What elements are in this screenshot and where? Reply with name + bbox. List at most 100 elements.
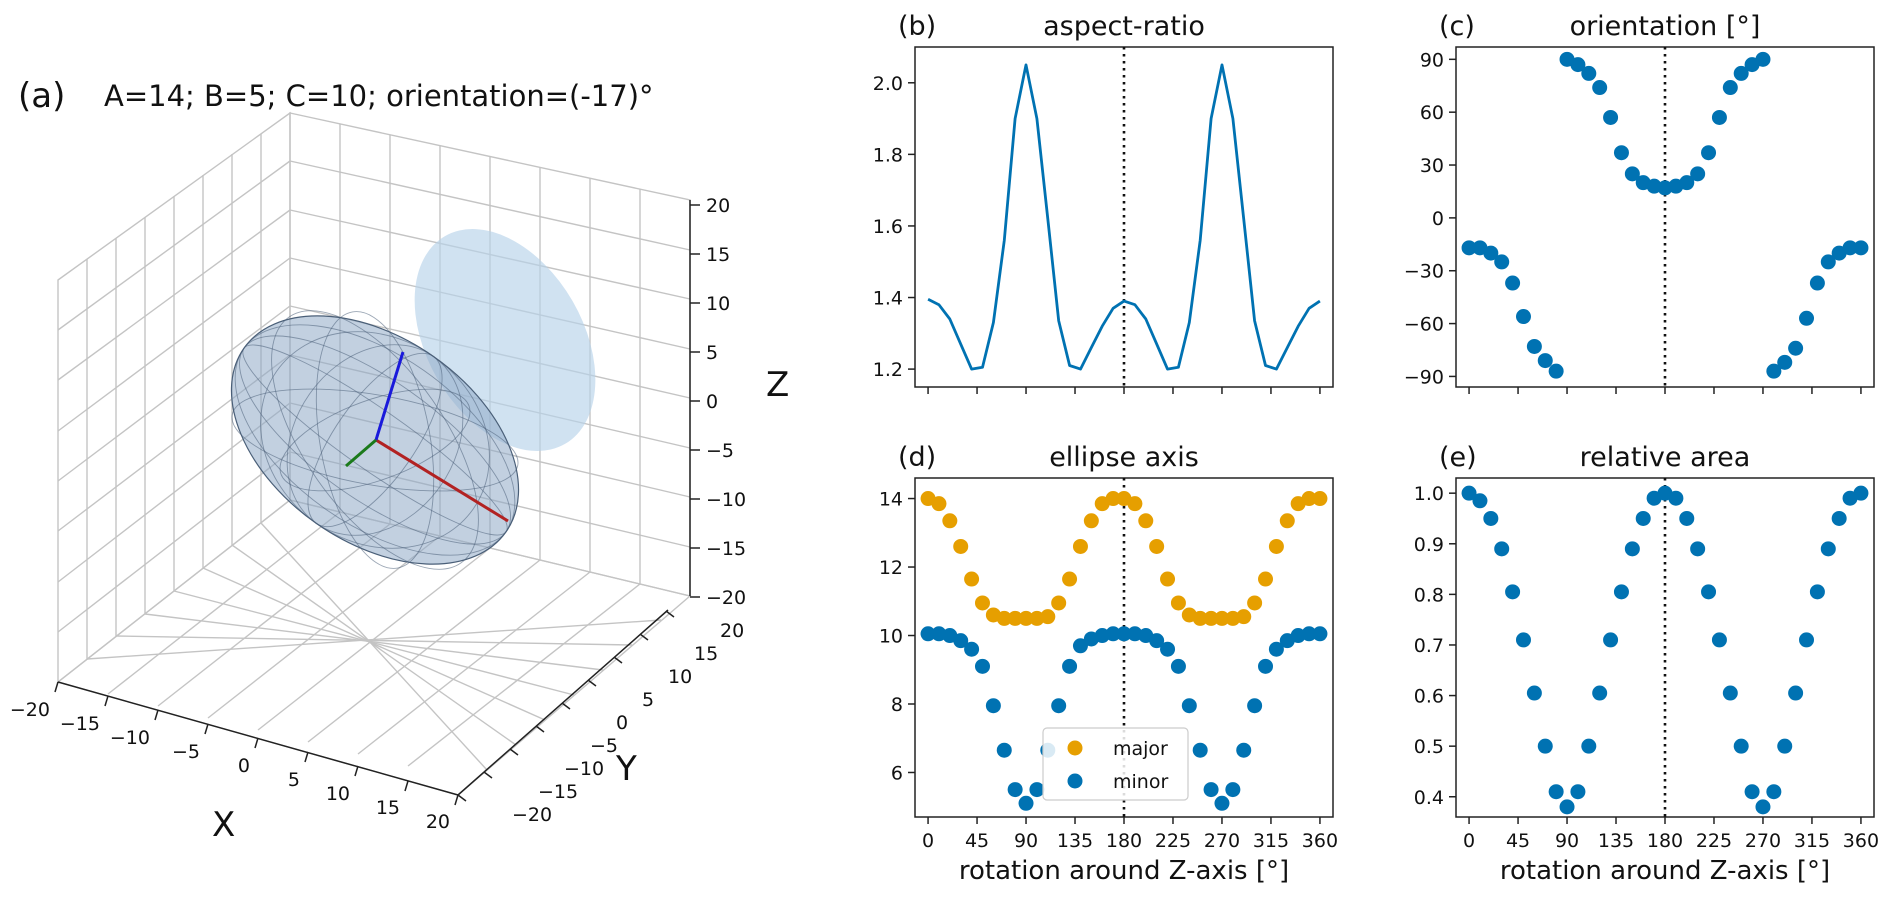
point-major [1138,513,1154,529]
x-axis-label: X [212,805,235,845]
panel-title: orientation [°] [1570,11,1761,42]
point-minor [974,658,990,674]
data-point [1515,309,1531,325]
y-tick-label: −10 [564,758,604,780]
panel-a-x-ticks: −20 −15 −10 −5 0 5 10 15 20 [10,699,450,833]
x-tick-label: 180 [1106,830,1142,852]
x-tick-label: 135 [1598,830,1634,852]
data-point [1853,240,1869,256]
data-point [1711,632,1727,648]
point-major [1214,610,1230,626]
y-tick-label: 0.8 [1414,584,1444,606]
data-point [1581,65,1597,81]
data-point [1526,338,1542,354]
z-axis-label: Z [766,365,789,405]
data-point [1461,240,1477,256]
point-major [974,595,990,611]
point-major [996,610,1012,626]
data-point [1570,57,1586,73]
x-tick-label: −5 [172,741,200,763]
z-tick-label: −5 [706,440,734,462]
data-point [1788,340,1804,356]
y-tick-label: 0.7 [1414,635,1444,657]
panel-b: (b) aspect-ratio 1.2 1.4 1.6 1.8 2.0 [873,11,1334,394]
point-minor [1116,626,1132,642]
point-major [1170,595,1186,611]
data-point [1788,685,1804,701]
point-major [1083,513,1099,529]
point-minor [1170,658,1186,674]
point-major [1236,609,1252,625]
x-tick-label: 90 [1555,830,1579,852]
panel-a-title: A=14; B=5; C=10; orientation=(-17)° [104,79,654,113]
legend: major minor [1042,727,1189,801]
z-tick-label: 15 [706,244,730,266]
data-point [1505,584,1521,600]
point-major [953,538,969,554]
y-tick-label: −30 [1404,261,1444,283]
data-point [1809,275,1825,291]
y-tick-label: 15 [694,643,718,665]
point-minor [1160,641,1176,657]
data-point [1581,738,1597,754]
point-major [964,571,980,587]
data-point [1820,541,1836,557]
panel-e: (e) relative area 0.4 0.5 0.6 0.7 0.8 0.9 1.0 0 45… [1414,442,1879,886]
x-tick-label: 5 [288,769,300,791]
y-tick-label: −90 [1404,366,1444,388]
x-tick-label: 270 [1204,830,1240,852]
data-point [1766,363,1782,379]
data-point [1842,240,1858,256]
x-tick-label: 0 [1463,830,1475,852]
y-tick-label: 0 [616,712,628,734]
data-point [1483,510,1499,526]
point-minor [1301,626,1317,642]
panel-title: relative area [1580,442,1751,473]
z-tick-label: −15 [706,538,746,560]
data-point [1679,175,1695,191]
y-tick-label: 12 [879,557,903,579]
x-tick-label: −20 [10,699,50,721]
y-tick-label: 20 [720,620,744,642]
x-tick-label: 45 [965,830,989,852]
x-tick-label: 0 [238,755,250,777]
point-minor [920,626,936,642]
data-point [1483,245,1499,261]
data-point [1613,584,1629,600]
point-major [1247,595,1263,611]
data-point [1733,65,1749,81]
y-tick-label: 1.6 [873,216,903,238]
panel-d: (d) ellipse axis 6 8 10 12 14 0 45 90 135 180 225 270… [879,442,1338,886]
y-tick-label: −60 [1404,314,1444,336]
point-minor [1029,782,1045,798]
data-point [1701,584,1717,600]
point-minor [1258,658,1274,674]
point-minor [1062,658,1078,674]
point-major [1301,491,1317,507]
x-tick-label: 360 [1302,830,1338,852]
point-major [1062,571,1078,587]
y-tick-label: 10 [879,626,903,648]
x-tick-label: 90 [1014,830,1038,852]
major-axis-line [375,438,509,523]
point-minor [1192,742,1208,758]
data-point [1624,541,1640,557]
point-major [1279,513,1295,529]
data-point [1722,80,1738,96]
x-tick-label: 135 [1057,830,1093,852]
y-tick-label: 1.4 [873,288,903,310]
point-minor [1225,782,1241,798]
y-axis-label: Y [615,749,637,789]
legend-label-major: major [1113,738,1168,760]
panel-letter: (b) [898,11,936,42]
point-minor [1072,638,1088,654]
point-minor [953,633,969,649]
z-tick-label: −20 [706,587,746,609]
y-tick-label: 90 [1420,49,1444,71]
data-point [1494,541,1510,557]
panel-letter: (e) [1439,442,1477,473]
panel-a-axes [54,200,700,806]
y-tick-label: 6 [891,762,903,784]
panel-a-z-ticks: 20 15 10 5 0 −5 −10 −15 −20 [706,195,746,609]
